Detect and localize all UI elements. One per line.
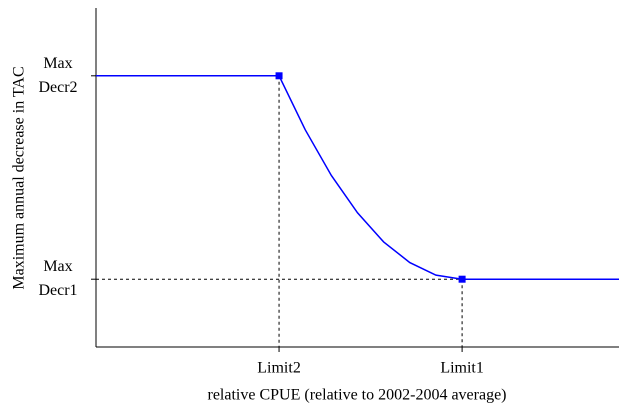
y-tick-label: Max Decr2 [38,54,78,96]
y-tick-label: Max Decr1 [38,258,78,300]
x-axis-label: relative CPUE (relative to 2002-2004 ave… [208,387,507,404]
line [96,75,619,280]
y-axis-label: Maximum annual decrease in TAC [11,66,28,289]
point-marker [458,275,466,283]
x-tick-label: Limit2 [257,360,301,377]
point-marker [275,72,283,80]
x-tick-label: Limit1 [440,360,484,377]
